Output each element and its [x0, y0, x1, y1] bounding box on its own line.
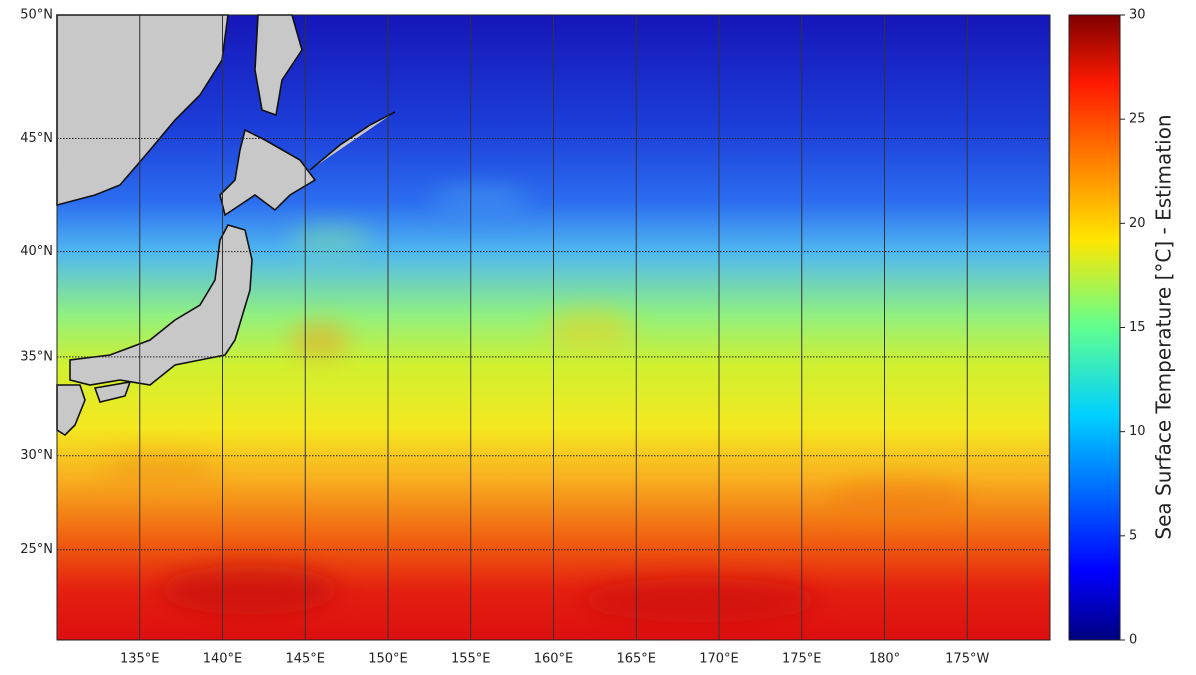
lat-label: 35°N: [20, 349, 53, 364]
lat-label: 50°N: [20, 8, 53, 23]
colorbar-tick-label: 10: [1129, 424, 1146, 439]
honshu: [69, 224, 253, 386]
lat-label: 40°N: [20, 244, 53, 259]
shikoku: [93, 380, 132, 403]
lon-label: 165°E: [616, 652, 656, 667]
lon-label: 140°E: [203, 652, 243, 667]
colorbar-tick-label: 20: [1129, 216, 1146, 231]
lon-label: 150°E: [368, 652, 408, 667]
colorbar-tick-label: 25: [1129, 112, 1146, 127]
colorbar-tick-label: 5: [1129, 528, 1137, 543]
colorbar: 0 5 10 15 20 25 30: [1068, 8, 1146, 648]
colorbar-tick-label: 30: [1129, 8, 1146, 23]
lat-label: 45°N: [20, 131, 53, 146]
map: [56, 14, 1051, 641]
colorbar-tick-label: 15: [1129, 320, 1146, 335]
lon-label: 155°E: [451, 652, 491, 667]
sakhalin: [254, 14, 303, 117]
colorbar-ramp: [1068, 14, 1121, 641]
lon-label: 175°E: [782, 652, 822, 667]
lon-label: 175°W: [945, 652, 989, 667]
graticule: [57, 14, 1050, 640]
lat-label: 30°N: [20, 448, 53, 463]
sst-texture: [100, 186, 970, 622]
kuril-islands: [309, 111, 396, 171]
lon-label: 170°E: [699, 652, 739, 667]
lon-label: 145°E: [285, 652, 325, 667]
colorbar-label: Sea Surface Temperature [°C] - Estimatio…: [1152, 114, 1176, 539]
hokkaido: [219, 128, 317, 217]
lon-label: 160°E: [534, 652, 574, 667]
colorbar-tick-label: 0: [1129, 633, 1137, 648]
map-frame: [56, 14, 1051, 641]
asia-coast: [56, 14, 229, 207]
lat-label: 25°N: [20, 542, 53, 557]
lon-label: 180°: [869, 652, 900, 667]
lon-label: 135°E: [120, 652, 160, 667]
